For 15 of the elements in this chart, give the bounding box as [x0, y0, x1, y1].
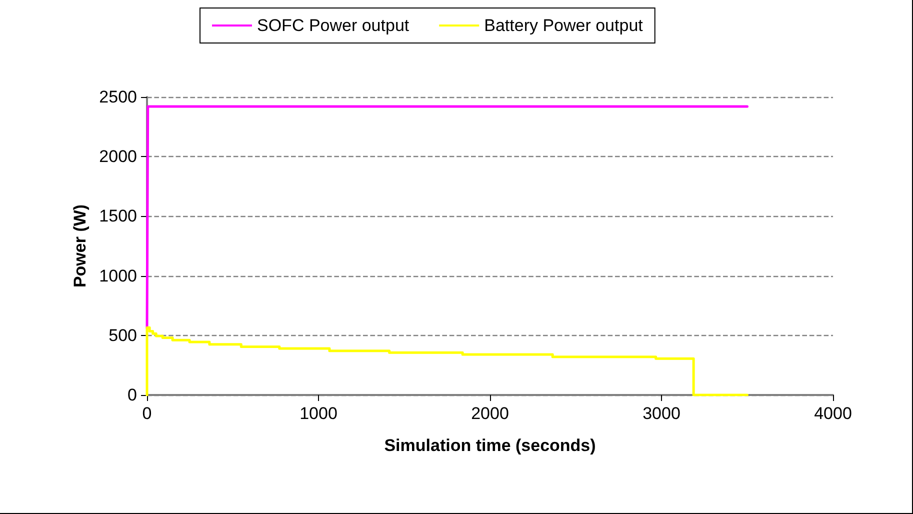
y-axis-title: Power (W) [70, 204, 90, 288]
y-tick-label: 2500 [99, 88, 137, 106]
x-tick-label: 3000 [642, 404, 680, 423]
x-tick-label: 2000 [471, 404, 509, 423]
legend-label: SOFC Power output [257, 16, 410, 35]
legend-label: Battery Power output [484, 16, 644, 35]
y-tick-label: 2000 [99, 147, 137, 166]
x-tick-label: 0 [142, 404, 152, 423]
y-tick-label: 0 [128, 386, 137, 404]
y-tick-label: 1000 [99, 266, 137, 286]
x-tick-label: 1000 [300, 404, 338, 423]
x-axis-title: Simulation time (seconds) [384, 436, 596, 455]
x-tick-label: 4000 [814, 404, 852, 423]
y-tick-label: 1500 [99, 206, 137, 226]
y-tick-label: 500 [108, 326, 137, 345]
